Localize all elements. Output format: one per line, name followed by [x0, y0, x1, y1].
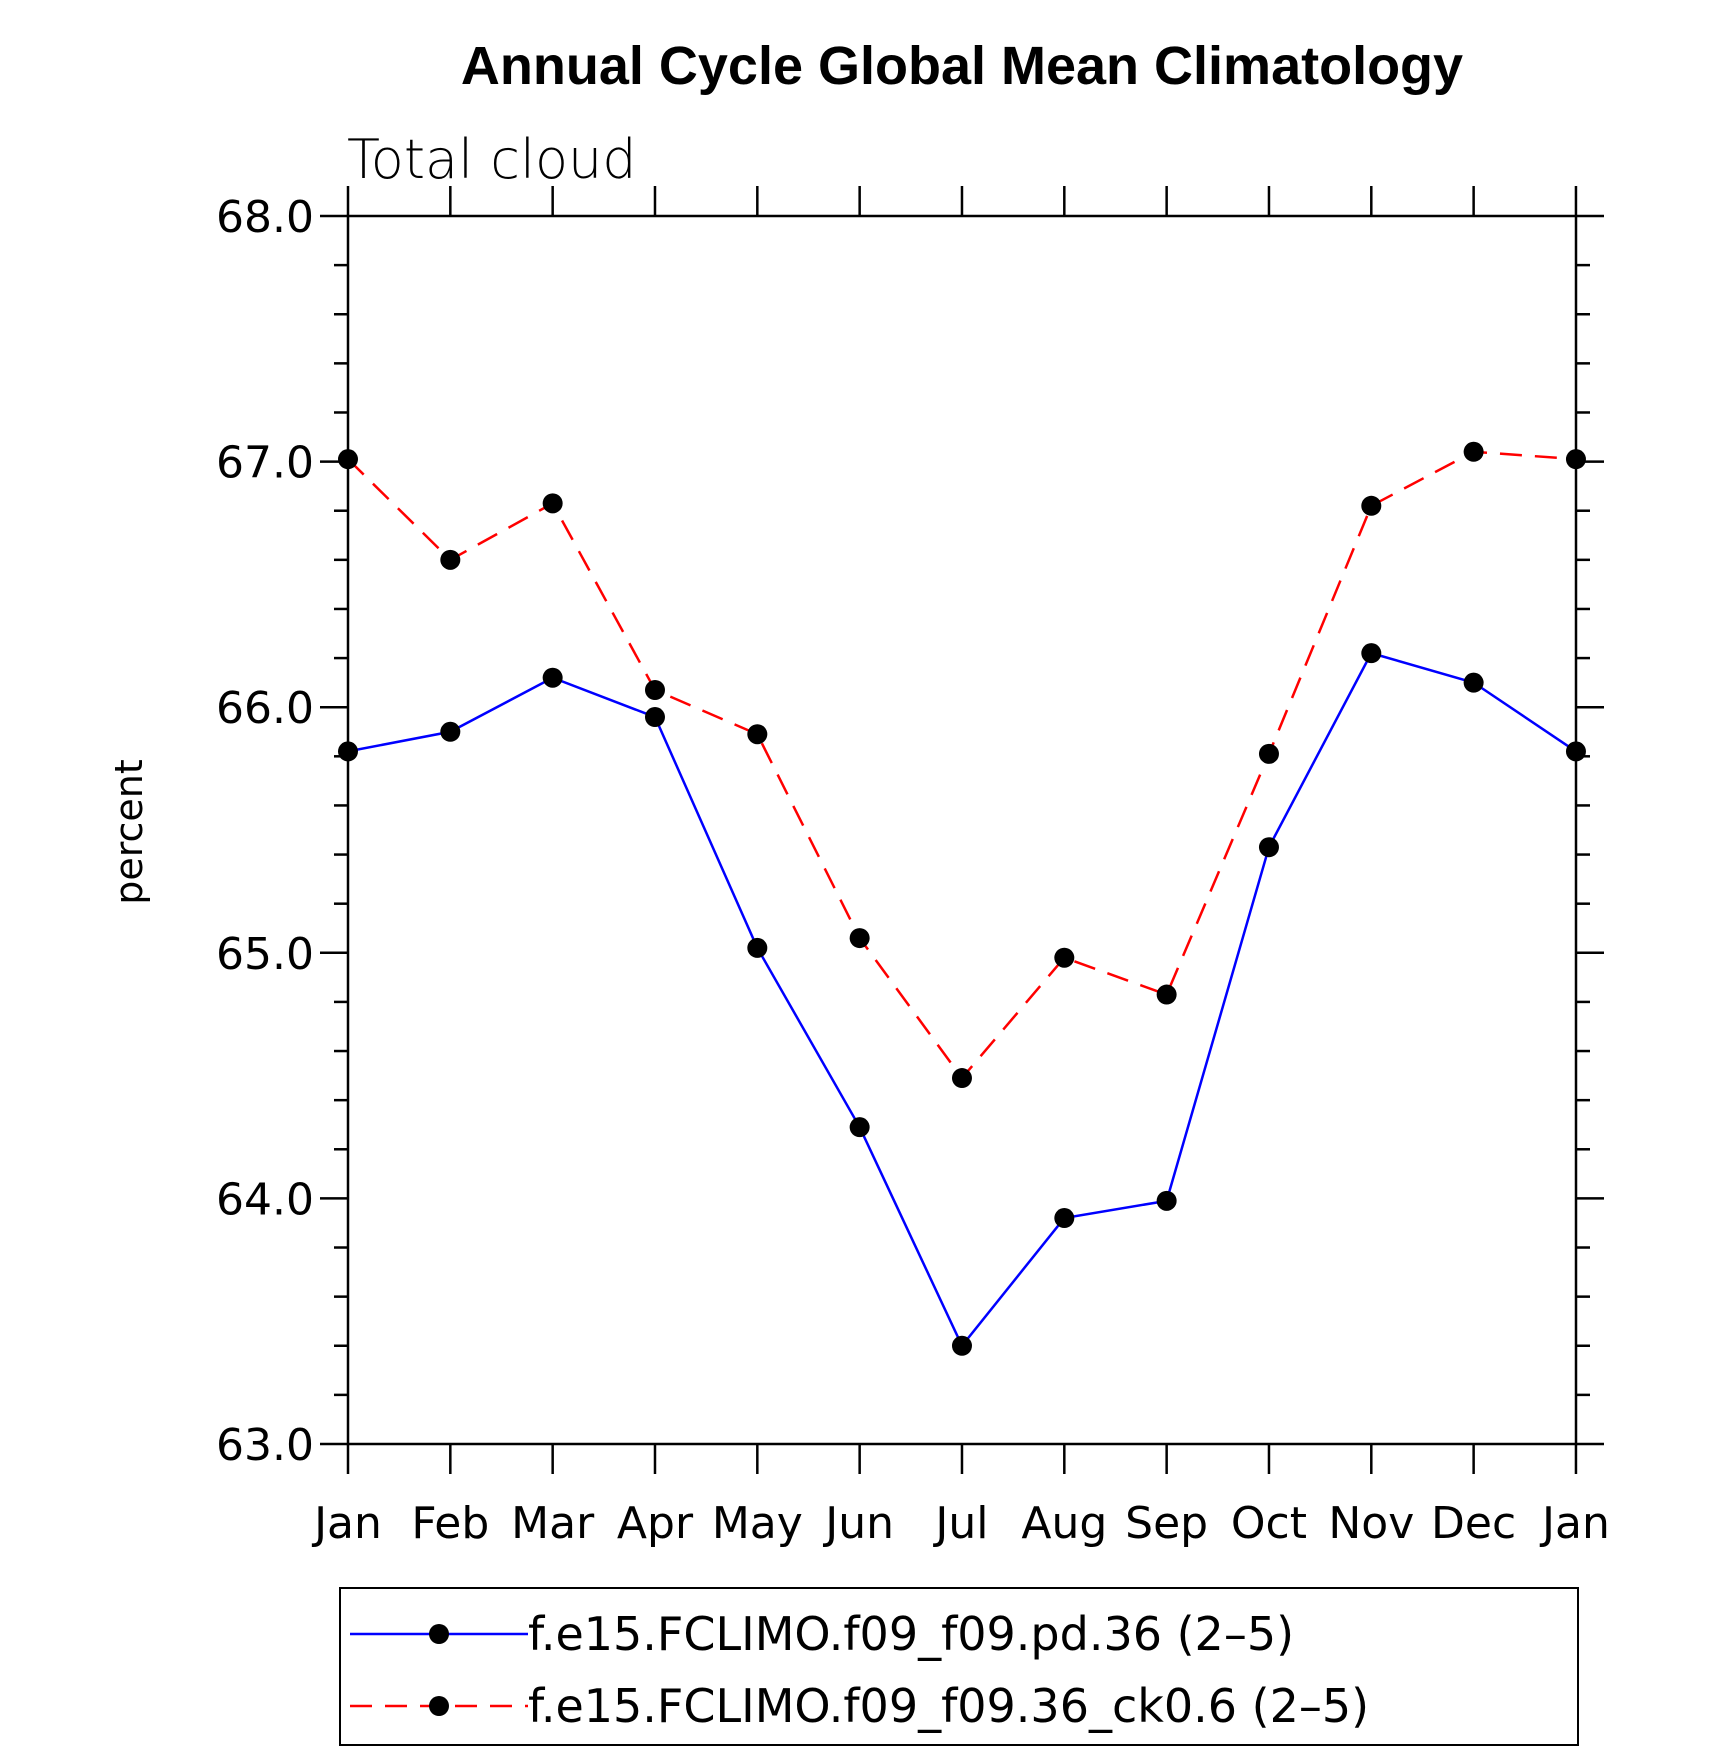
chart-subtitle: Total cloud: [347, 128, 637, 191]
x-tick-label: Oct: [1231, 1498, 1307, 1549]
data-point-series-2: [1258, 743, 1279, 764]
x-tick-label: Dec: [1431, 1498, 1516, 1549]
y-tick-label: 64.0: [216, 1174, 314, 1225]
data-point-series-1: [644, 707, 665, 728]
x-tick-label: Jun: [822, 1498, 894, 1549]
data-point-series-2: [1463, 441, 1484, 462]
legend-label-series-2: f.e15.FCLIMO.f09_f09.36_ck0.6 (2–5): [528, 1679, 1369, 1733]
series-line-2: [347, 450, 1577, 1081]
x-tick-label: Aug: [1021, 1498, 1107, 1549]
legend: f.e15.FCLIMO.f09_f09.pd.36 (2–5) f.e15.F…: [339, 1587, 1579, 1746]
data-point-series-1: [1258, 837, 1279, 858]
y-tick-label: 63.0: [216, 1420, 314, 1471]
data-point-series-1: [542, 667, 563, 688]
x-tick-label: May: [712, 1498, 803, 1549]
legend-marker-series-2: [429, 1696, 449, 1716]
x-tick-label: Nov: [1328, 1498, 1414, 1549]
data-point-series-2: [951, 1068, 972, 1089]
y-tick-label: 67.0: [216, 438, 314, 489]
data-point-series-2: [1565, 449, 1586, 470]
legend-box: [339, 1587, 1579, 1746]
series-layer: [338, 441, 1586, 1356]
y-tick-label: 65.0: [216, 929, 314, 980]
data-point-series-1: [849, 1117, 870, 1138]
x-tick-label: Jul: [932, 1498, 988, 1549]
data-point-series-2: [644, 680, 665, 701]
data-point-series-1: [338, 741, 358, 762]
data-point-series-2: [1156, 984, 1177, 1005]
data-point-series-2: [542, 493, 563, 514]
data-point-series-1: [1156, 1190, 1177, 1211]
data-point-series-1: [747, 937, 768, 958]
plot-frame: [346, 214, 1578, 1446]
x-tick-label: Feb: [411, 1498, 489, 1549]
x-tick-label: Jan: [311, 1498, 382, 1549]
x-tick-label: Apr: [617, 1498, 694, 1549]
data-point-series-2: [338, 449, 358, 470]
y-tick-label: 68.0: [216, 192, 314, 243]
data-point-series-1: [1565, 741, 1586, 762]
data-point-series-1: [1054, 1208, 1075, 1229]
data-point-series-1: [440, 721, 461, 742]
x-tick-label: Sep: [1125, 1498, 1208, 1549]
legend-label-series-1: f.e15.FCLIMO.f09_f09.pd.36 (2–5): [528, 1607, 1294, 1661]
data-point-series-2: [1054, 947, 1075, 968]
y-tick-labels: 63.0 64.0 65.0 66.0 67.0 68.0: [216, 192, 314, 1471]
x-tick-label: Jan: [1539, 1498, 1610, 1549]
axis-ticks: [320, 186, 1604, 1474]
legend-marker-series-1: [429, 1624, 449, 1644]
data-point-series-1: [1463, 672, 1484, 693]
data-point-series-1: [951, 1335, 972, 1356]
data-point-series-2: [849, 928, 870, 949]
x-tick-label: Mar: [511, 1498, 595, 1549]
chart-title: Annual Cycle Global Mean Climatology: [461, 36, 1463, 96]
series-line-1: [347, 651, 1577, 1349]
data-point-series-2: [1361, 495, 1382, 516]
y-tick-label: 66.0: [216, 683, 314, 734]
data-point-series-1: [1361, 643, 1382, 664]
y-axis-label: percent: [107, 759, 151, 905]
data-point-series-2: [747, 724, 768, 745]
data-point-series-2: [440, 549, 461, 570]
x-tick-labels: Jan Feb Mar Apr May Jun Jul Aug Sep Oct Nov Dec Jan: [311, 1498, 1610, 1549]
